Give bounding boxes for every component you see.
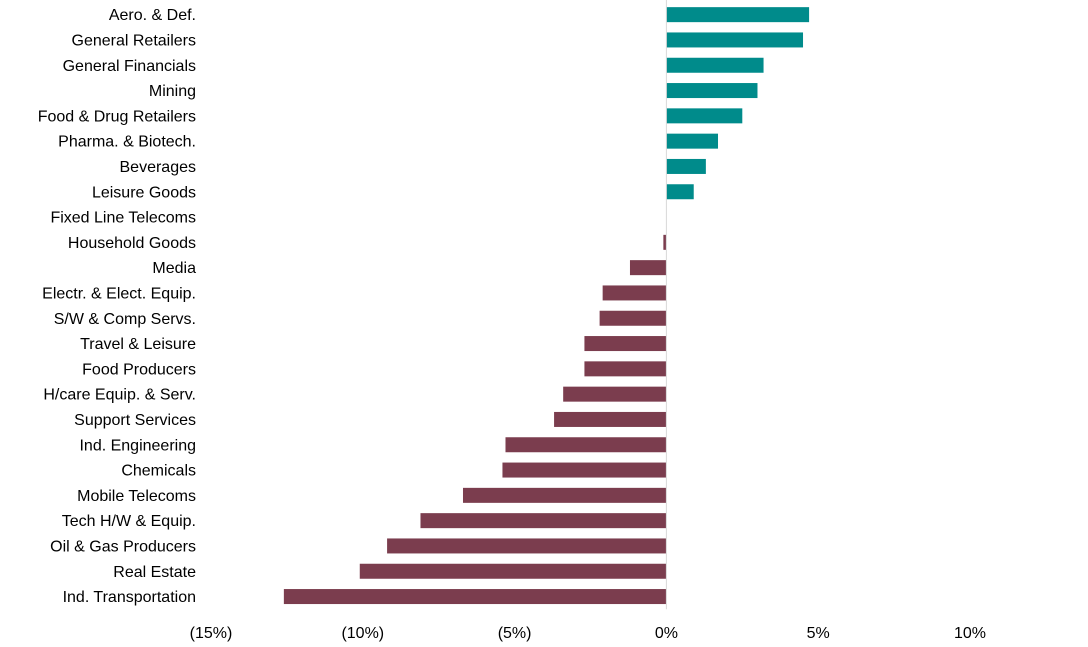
category-labels: Aero. & Def. General Retailers General Fin…: [38, 7, 196, 606]
bars-group: [283, 7, 810, 605]
category-label-media: Media: [152, 260, 196, 277]
category-label-tech-h-w-equip: Tech H/W & Equip.: [62, 513, 196, 530]
bar-oil-gas-producers: [387, 538, 667, 554]
category-label-general-retailers: General Retailers: [72, 32, 197, 49]
category-label-support-services: Support Services: [74, 412, 196, 429]
category-label-electr-elect-equip: Electr. & Elect. Equip.: [42, 285, 196, 302]
category-label-s-w-comp-servs: S/W & Comp Servs.: [54, 311, 196, 328]
bar-beverages: [666, 158, 706, 174]
x-tick-label-0: (15%): [190, 625, 233, 642]
category-label-ind-transportation: Ind. Transportation: [63, 589, 196, 606]
x-tick-label-5: 10%: [954, 625, 986, 642]
bar-household-goods: [663, 234, 667, 250]
bar-pharma-biotech: [666, 133, 719, 149]
category-label-chemicals: Chemicals: [121, 463, 196, 480]
bar-general-retailers: [666, 32, 804, 48]
category-label-oil-gas-producers: Oil & Gas Producers: [50, 538, 196, 555]
bar-h-care-equip-serv: [563, 386, 667, 402]
bar-mining: [666, 83, 758, 99]
bar-ind-transportation: [283, 589, 667, 605]
category-label-food-drug-retailers: Food & Drug Retailers: [38, 108, 196, 125]
category-label-leisure-goods: Leisure Goods: [92, 184, 196, 201]
x-tick-label-4: 5%: [807, 625, 830, 642]
bar-travel-leisure: [584, 336, 667, 352]
bar-ind-engineering: [505, 437, 667, 453]
category-label-household-goods: Household Goods: [68, 235, 196, 252]
bar-s-w-comp-servs: [599, 310, 667, 326]
x-tick-label-2: (5%): [498, 625, 532, 642]
category-label-pharma-biotech: Pharma. & Biotech.: [58, 134, 196, 151]
bar-aero-def: [666, 7, 810, 23]
category-label-aero-def: Aero. & Def.: [109, 7, 196, 24]
bar-chemicals: [502, 462, 667, 478]
x-tick-label-3: 0%: [655, 625, 678, 642]
category-label-beverages: Beverages: [120, 159, 197, 176]
category-label-ind-engineering: Ind. Engineering: [79, 437, 196, 454]
bar-food-producers: [584, 361, 667, 377]
category-label-real-estate: Real Estate: [113, 564, 196, 581]
bar-leisure-goods: [666, 184, 694, 200]
bar-tech-h-w-equip: [420, 513, 667, 529]
category-label-travel-leisure: Travel & Leisure: [80, 336, 196, 353]
bar-food-drug-retailers: [666, 108, 743, 124]
category-label-mining: Mining: [149, 83, 196, 100]
category-label-food-producers: Food Producers: [82, 361, 196, 378]
category-label-fixed-line-telecoms: Fixed Line Telecoms: [50, 210, 196, 227]
bar-mobile-telecoms: [462, 487, 667, 503]
bar-support-services: [554, 411, 667, 427]
bar-electr-elect-equip: [602, 285, 667, 301]
category-label-h-care-equip-serv: H/care Equip. & Serv.: [43, 387, 196, 404]
category-label-general-financials: General Financials: [63, 58, 196, 75]
bar-real-estate: [359, 563, 667, 579]
bar-media: [629, 260, 667, 276]
x-tick-labels: (15%) (10%) (5%) 0% 5% 10%: [190, 625, 986, 642]
x-tick-label-1: (10%): [341, 625, 384, 642]
bar-general-financials: [666, 57, 764, 73]
category-label-mobile-telecoms: Mobile Telecoms: [77, 488, 196, 505]
